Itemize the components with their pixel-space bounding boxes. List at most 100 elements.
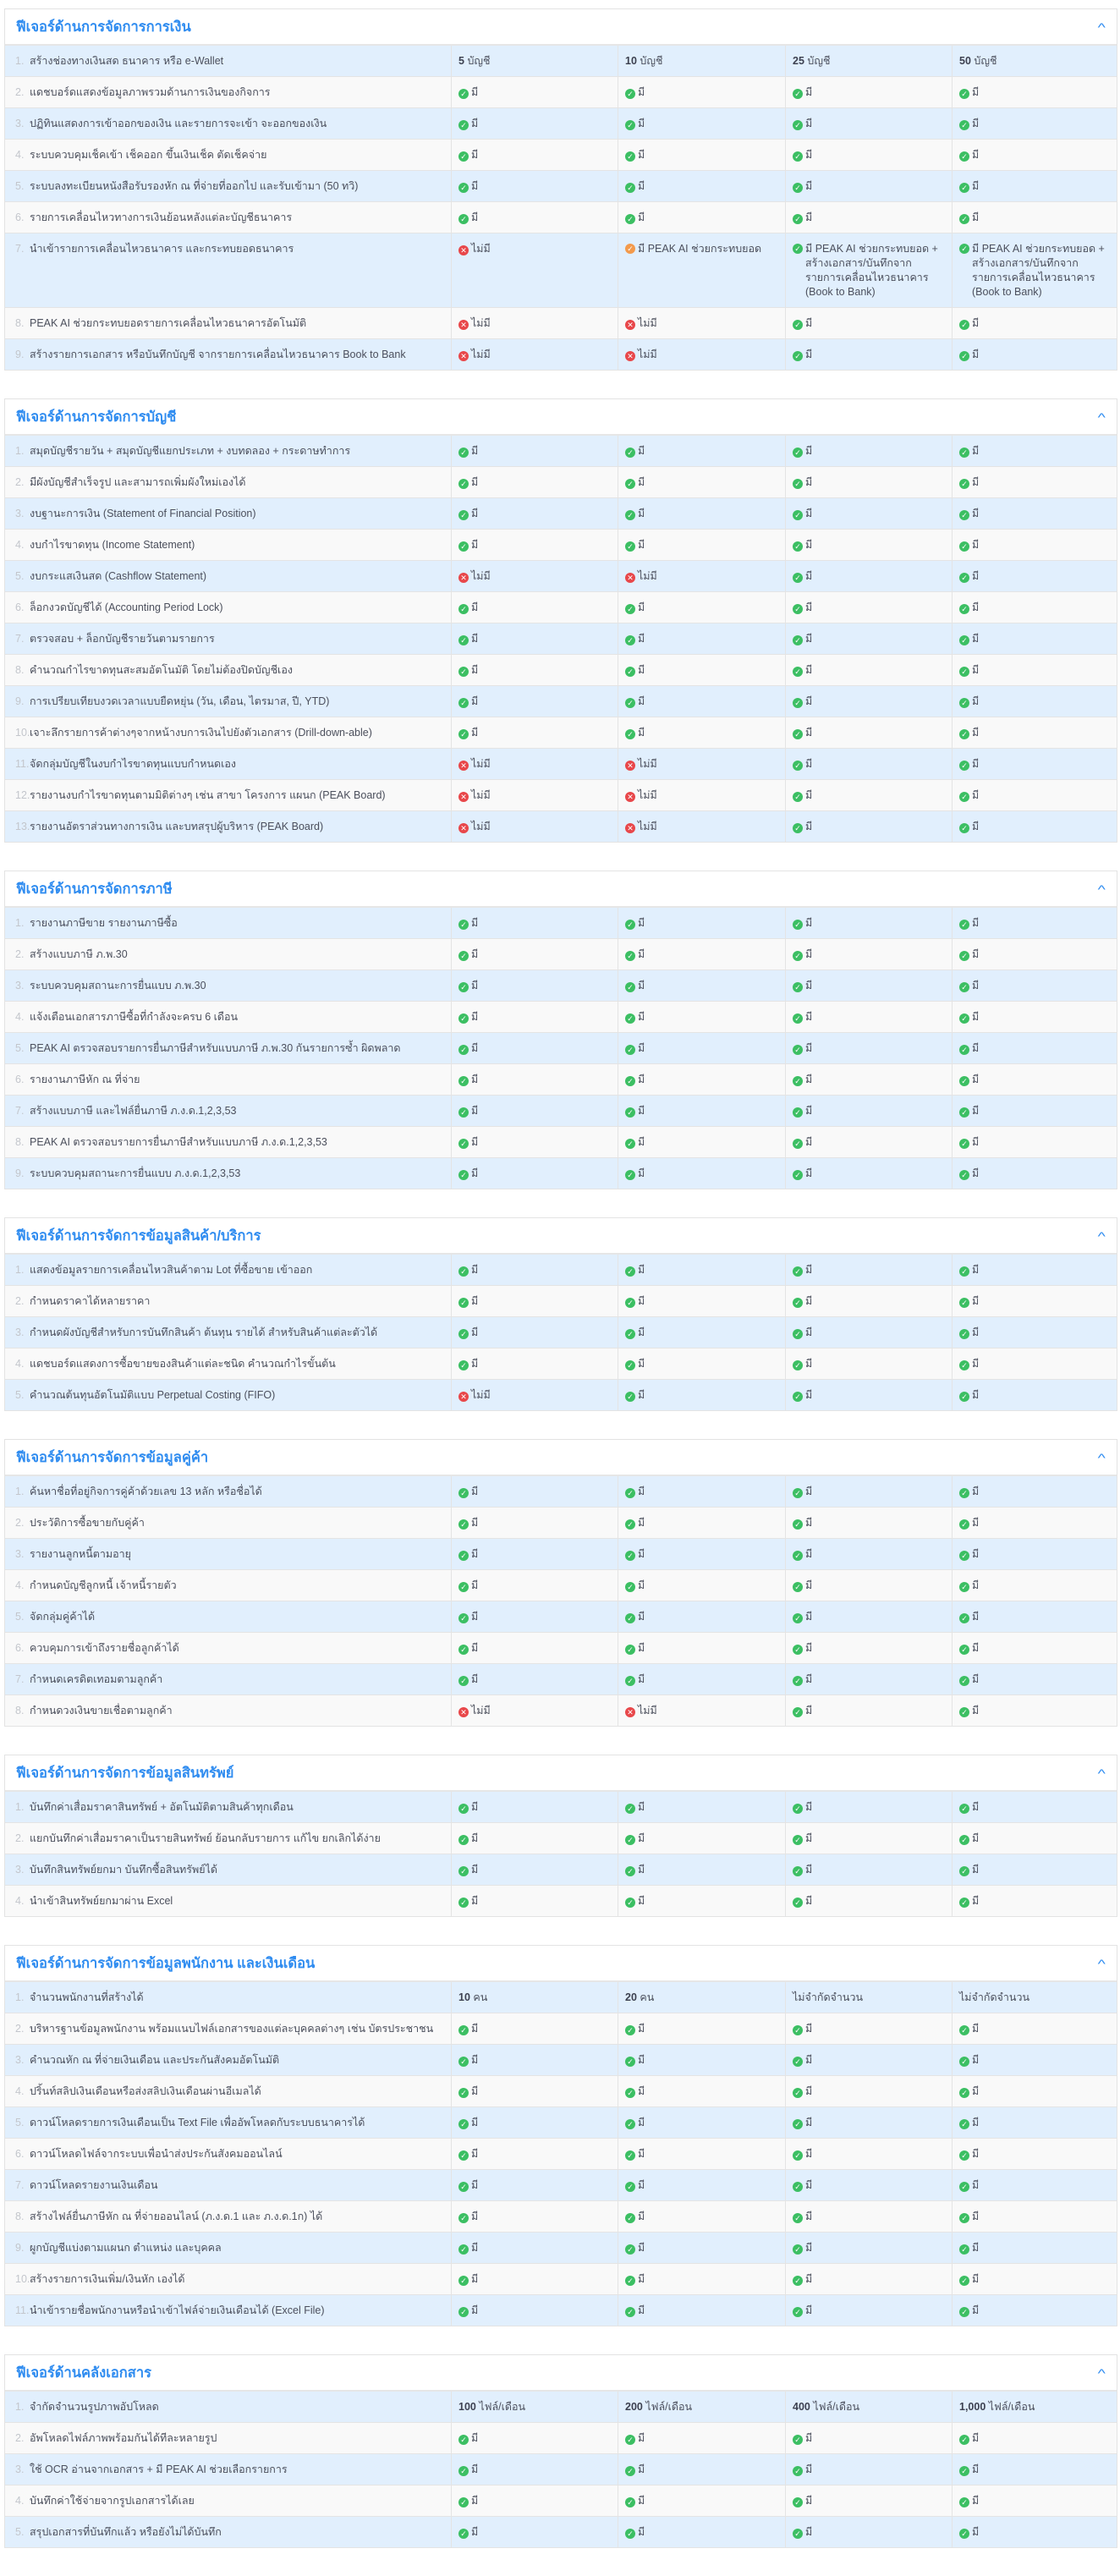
plan-value: ✓ มี xyxy=(458,1358,478,1370)
section-header[interactable]: ฟีเจอร์ด้านคลังเอกสาร ^ xyxy=(5,2355,1117,2392)
plan-value-cell: 5 บัญชี xyxy=(451,46,618,76)
row-number: 8. xyxy=(15,1136,25,1148)
feature-label: สร้างแบบภาษี ภ.พ.30 xyxy=(30,948,128,960)
plan-value-cell: 50 บัญชี xyxy=(952,46,1118,76)
chevron-up-icon[interactable]: ^ xyxy=(1098,1450,1106,1464)
section-header[interactable]: ฟีเจอร์ด้านการจัดการภาษี ^ xyxy=(5,871,1117,908)
chevron-up-icon[interactable]: ^ xyxy=(1098,19,1106,34)
check-circle-icon: ✓ xyxy=(458,2529,469,2539)
plan-value-cell: ✓ มี xyxy=(451,2170,618,2200)
check-circle-icon: ✓ xyxy=(793,1707,803,1717)
chevron-up-icon[interactable]: ^ xyxy=(1098,882,1106,896)
plan-value-cell: ✓ มี xyxy=(785,623,952,654)
plan-value-cell: ✓ มี xyxy=(785,1348,952,1379)
feature-label-cell: 3. ระบบควบคุมสถานะการยื่นแบบ ภ.พ.30 xyxy=(5,970,451,1001)
plan-value-cell: ✕ ไม่มี xyxy=(451,308,618,338)
x-circle-icon: ✕ xyxy=(458,823,469,833)
plan-value: ✓ มี xyxy=(959,149,979,162)
check-circle-icon: ✓ xyxy=(625,729,635,739)
check-circle-icon: ✓ xyxy=(625,244,635,254)
plan-value-text: มี xyxy=(805,917,813,929)
plan-value-cell: ✓ มี xyxy=(952,1792,1118,1822)
chevron-up-icon[interactable]: ^ xyxy=(1098,1228,1106,1243)
plan-value-text: มี xyxy=(805,2117,813,2128)
section-header[interactable]: ฟีเจอร์ด้านการจัดการบัญชี ^ xyxy=(5,399,1117,436)
plan-value-text: มี xyxy=(972,1326,980,1338)
plan-value: ✓ มี xyxy=(959,1673,979,1686)
plan-value-cell: ✓ มี xyxy=(618,1033,785,1063)
check-circle-icon: ✓ xyxy=(959,2276,969,2286)
plan-value-text: มี xyxy=(638,2179,645,2191)
check-circle-icon: ✓ xyxy=(458,1076,469,1086)
plan-value: ✓ มี xyxy=(793,1864,812,1876)
check-circle-icon: ✓ xyxy=(625,2244,635,2255)
plan-value: ✓ มี xyxy=(959,2085,979,2098)
plan-value: ✓ มี xyxy=(458,1673,478,1686)
table-row: 9. การเปรียบเทียบงวดเวลาแบบยืดหยุ่น (วัน,… xyxy=(5,686,1117,717)
plan-value-cell: ✓ มี xyxy=(618,1476,785,1507)
plan-value-text: มี xyxy=(638,2023,645,2035)
plan-value-text: มี xyxy=(638,149,645,161)
plan-value: ✓ มี xyxy=(625,1295,645,1308)
plan-value-unit: คน xyxy=(473,1991,488,2003)
chevron-up-icon[interactable]: ^ xyxy=(1098,409,1106,424)
plan-value: ✓ มี xyxy=(793,1167,812,1180)
check-circle-icon: ✓ xyxy=(625,1519,635,1530)
plan-value-text: มี xyxy=(638,1389,645,1401)
table-row: 4. บันทึกค่าใช้จ่ายจากรูปเอกสารได้เลย ✓ มี ✓… xyxy=(5,2485,1117,2517)
plan-value: ✕ ไม่มี xyxy=(458,570,491,583)
table-row: 3. ระบบควบคุมสถานะการยื่นแบบ ภ.พ.30 ✓ มี ✓ มี… xyxy=(5,970,1117,1002)
feature-label-cell: 4. กำหนดบัญชีลูกหนี้ เจ้าหนี้รายตัว xyxy=(5,1570,451,1601)
plan-value-cell: ✓ มี xyxy=(952,436,1118,466)
check-circle-icon: ✓ xyxy=(458,2119,469,2129)
check-circle-icon: ✓ xyxy=(959,2119,969,2129)
check-circle-icon: ✓ xyxy=(959,1898,969,1908)
plan-value-cell: ✓ มี xyxy=(952,717,1118,748)
plan-value-text: มี xyxy=(638,1642,645,1654)
plan-value-number: 400 xyxy=(793,2401,810,2413)
plan-value-cell: ✓ มี xyxy=(618,2045,785,2075)
plan-value-text: มี xyxy=(805,1358,813,1370)
chevron-up-icon[interactable]: ^ xyxy=(1098,1766,1106,1780)
section-header[interactable]: ฟีเจอร์ด้านการจัดการข้อมูลพนักงาน และเงิ… xyxy=(5,1946,1117,1982)
plan-value-cell: ✓ มี xyxy=(451,939,618,969)
check-circle-icon: ✓ xyxy=(793,1107,803,1118)
plan-value: ✓ มี xyxy=(793,1264,812,1277)
plan-value-text: มี xyxy=(471,2463,479,2475)
plan-value-cell: ✓ มี xyxy=(952,2201,1118,2232)
plan-value-cell: ✓ มี xyxy=(451,2454,618,2485)
plan-value: ✓ มี xyxy=(625,180,645,193)
plan-value: ✓ มี xyxy=(625,664,645,677)
check-circle-icon: ✓ xyxy=(458,667,469,677)
check-circle-icon: ✓ xyxy=(458,1866,469,1876)
check-circle-icon: ✓ xyxy=(959,89,969,99)
plan-value: ✓ มี xyxy=(959,948,979,961)
plan-value-cell: ✓ มี xyxy=(618,2170,785,2200)
section-header[interactable]: ฟีเจอร์ด้านการจัดการข้อมูลสินทรัพย์ ^ xyxy=(5,1755,1117,1792)
table-row: 4. กำหนดบัญชีลูกหนี้ เจ้าหนี้รายตัว ✓ มี ✓ มี… xyxy=(5,1570,1117,1601)
plan-value-text: มี xyxy=(972,1579,980,1591)
table-row: 7. ดาวน์โหลดรายงานเงินเดือน ✓ มี ✓ มี ✓ มี ✓ มี xyxy=(5,2170,1117,2201)
plan-value: ✓ มี xyxy=(793,1705,812,1717)
plan-value-cell: ✓ มี xyxy=(618,592,785,623)
chevron-up-icon[interactable]: ^ xyxy=(1098,2365,1106,2380)
plan-value-text: มี xyxy=(805,149,813,161)
plan-value-cell: ✓ มี xyxy=(952,308,1118,338)
check-circle-icon: ✓ xyxy=(793,1551,803,1561)
section-header[interactable]: ฟีเจอร์ด้านการจัดการข้อมูลสินค้า/บริการ ^ xyxy=(5,1218,1117,1255)
section-header[interactable]: ฟีเจอร์ด้านการจัดการข้อมูลคู่ค้า ^ xyxy=(5,1440,1117,1476)
feature-label: สร้างไฟล์ยื่นภาษีหัก ณ ที่จ่ายออนไลน์ (ภ… xyxy=(30,2211,323,2222)
row-number: 1. xyxy=(15,1991,25,2003)
plan-value-cell: ✓ มี xyxy=(451,140,618,170)
section-header[interactable]: ฟีเจอร์ด้านการจัดการการเงิน ^ xyxy=(5,9,1117,46)
plan-value-text: มี xyxy=(805,118,813,129)
plan-value-cell: ✓ มี xyxy=(952,1286,1118,1316)
check-circle-icon: ✓ xyxy=(458,2276,469,2286)
chevron-up-icon[interactable]: ^ xyxy=(1098,1956,1106,1970)
plan-value: ✓ มี xyxy=(959,539,979,552)
feature-label: รายงานลูกหนี้ตามอายุ xyxy=(30,1548,131,1560)
plan-value-cell: ✓ มี xyxy=(618,2233,785,2263)
feature-label-cell: 9. ระบบควบคุมสถานะการยื่นแบบ ภ.ง.ด.1,2,3,… xyxy=(5,1158,451,1189)
plan-value: ✓ มี xyxy=(458,2117,478,2129)
plan-value: ✓ มี xyxy=(458,508,478,520)
